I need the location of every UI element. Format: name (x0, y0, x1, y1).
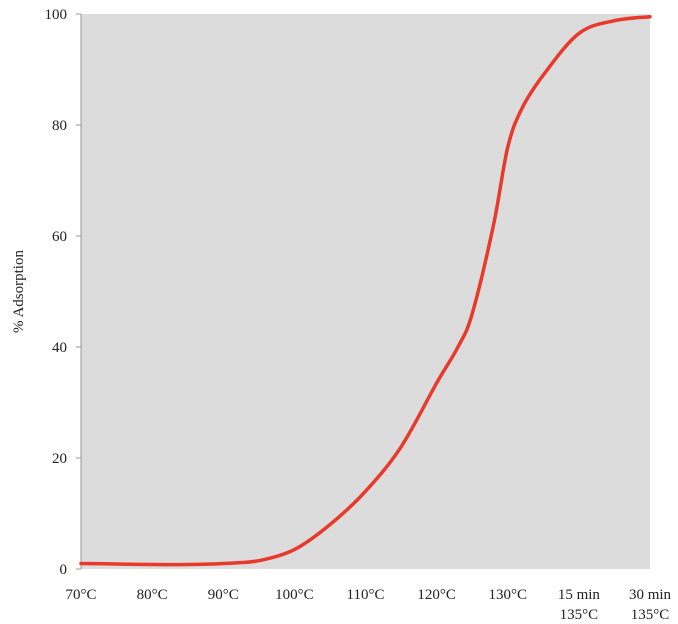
x-tick-label: 110°C (347, 587, 385, 603)
x-tick-label: 100°C (275, 587, 314, 603)
series-line (79, 15, 652, 567)
y-tick-label: 40 (52, 340, 67, 356)
y-axis-label: % Adsorption (11, 250, 27, 333)
x-axis: 70°C 80°C 90°C 100°C 110°C 120°C 130°C 15 min 13… (65, 587, 671, 623)
y-tick-label: 80 (52, 118, 67, 134)
x-tick-label: 90°C (208, 587, 239, 603)
y-tick-label: 100 (45, 7, 68, 23)
x-tick-label: 130°C (488, 587, 527, 603)
plot-area (81, 14, 650, 569)
x-tick-label: 70°C (65, 587, 96, 603)
x-tick-label: 120°C (417, 587, 456, 603)
y-tick-label: 0 (60, 562, 68, 578)
y-tick-label: 60 (52, 229, 67, 245)
y-axis: 0 20 40 60 80 100 (45, 7, 81, 578)
x-tick-label: 30 min 135°C (629, 587, 672, 623)
y-tick-label: 20 (52, 451, 67, 467)
x-tick-label: 15 min 135°C (558, 587, 601, 623)
x-tick-label: 80°C (137, 587, 168, 603)
